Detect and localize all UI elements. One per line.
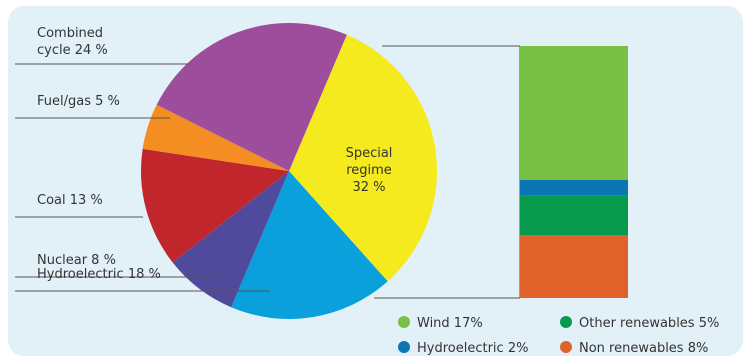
slice-labels: Special regime 32 % Hydroelectric 18 %Nucle… <box>37 26 392 282</box>
pie-slice-hydro <box>231 171 388 319</box>
legend-marker-4 <box>560 341 572 353</box>
slice-label-combined: Combined cycle 24 % <box>37 26 108 58</box>
breakdown-bar <box>520 46 628 298</box>
legend-marker-2 <box>398 341 410 353</box>
slice-label-special: Special regime 32 % <box>346 146 393 195</box>
slice-label-coal: Coal 13 % <box>37 193 103 208</box>
pie-slice-special <box>289 34 437 282</box>
bar-segment-1 <box>520 46 628 180</box>
legend-label-2: Hydroelectric 2% <box>417 341 528 356</box>
legend-label-3: Other renewables 5% <box>579 316 719 331</box>
pie-slice-coal <box>140 148 289 263</box>
bar-segment-2 <box>520 179 628 196</box>
pie-slice-combined <box>156 23 347 172</box>
leader-lines <box>15 63 270 292</box>
bar-segment-3 <box>520 195 628 236</box>
pie-slice-nuclear <box>172 171 289 308</box>
pie-slice-fuel <box>142 104 289 171</box>
legend-marker-3 <box>560 316 572 328</box>
slice-label-hydro: Hydroelectric 18 % <box>37 267 161 282</box>
slice-label-fuel: Fuel/gas 5 % <box>37 94 120 109</box>
legend-label-4: Non renewables 8% <box>579 341 708 356</box>
legend-label-1: Wind 17% <box>417 316 483 331</box>
bar-segment-4 <box>520 235 628 298</box>
pie-slices <box>140 23 437 319</box>
legend: Wind 17% Other renewables 5% Hydroelectric… <box>398 316 719 356</box>
legend-marker-1 <box>398 316 410 328</box>
slice-label-nuclear: Nuclear 8 % <box>37 253 116 268</box>
